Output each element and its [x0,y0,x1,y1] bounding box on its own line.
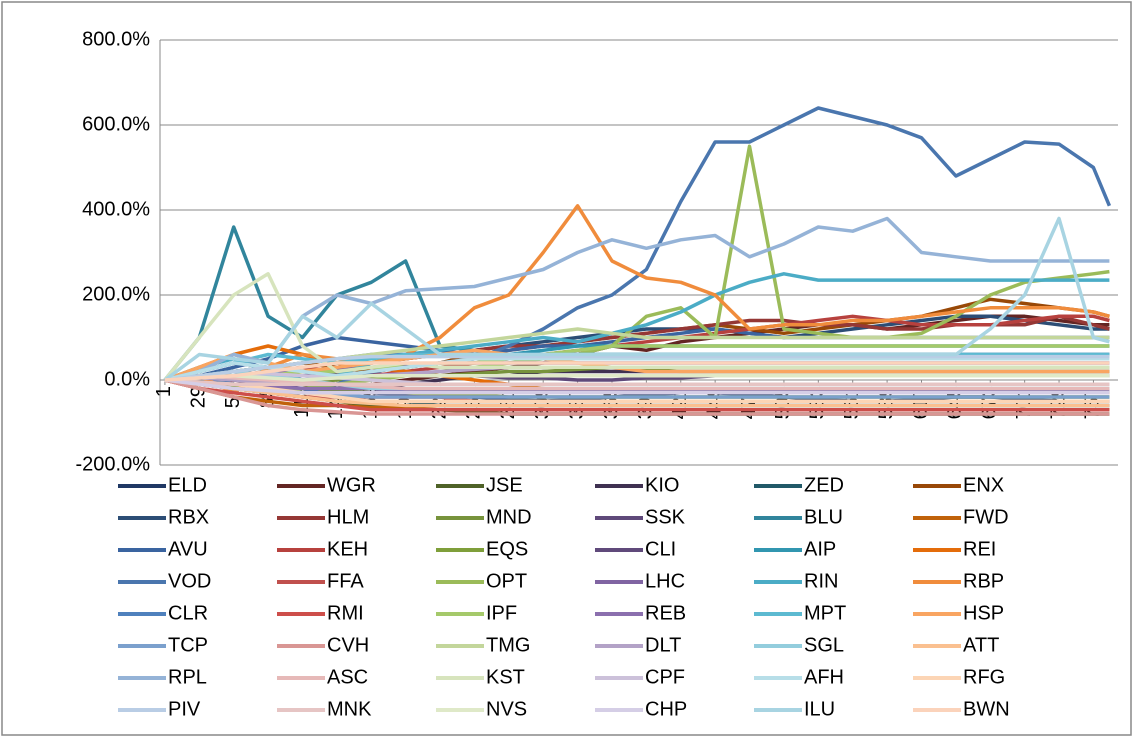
legend-label: HSP [963,602,1004,624]
legend-label: REB [645,602,686,624]
legend-label: ATT [963,634,999,656]
legend-label: RPL [168,666,207,688]
series-line [164,354,1110,382]
legend-label: FWD [963,506,1009,528]
y-tick-label: 200.0% [82,283,150,305]
series-line [164,216,1110,382]
legend-label: MND [486,506,532,528]
legend-label: RMI [327,602,364,624]
series-line [164,378,1110,393]
legend-label: RBP [963,570,1004,592]
y-tick-label: 400.0% [82,198,150,220]
legend-label: JSE [486,474,523,496]
series-line [164,378,1110,412]
y-tick-label: 800.0% [82,28,150,50]
legend-label: ASC [327,666,368,688]
legend-label: RFG [963,666,1005,688]
legend-label: AVU [168,538,208,560]
series-line [164,357,1110,382]
series-line [164,204,1110,395]
legend-label: SGL [804,634,844,656]
series-line [163,216,1110,382]
legend-label: ELD [168,474,207,496]
legend-label: AIP [804,538,836,560]
legend-label: KEH [327,538,368,560]
y-tick-label: 600.0% [82,113,150,135]
legend-label: OPT [486,570,527,592]
legend-label: MNK [327,698,372,720]
legend-label: CLR [168,602,208,624]
series-line [164,374,1110,382]
series-line [164,378,1110,404]
series-line [164,378,1110,395]
legend-label: HLM [327,506,369,528]
legend-label: RIN [804,570,838,592]
legend-label: EQS [486,538,528,560]
y-tick-label: 0.0% [104,368,150,390]
legend-label: WGR [327,474,376,496]
legend-label: DLT [645,634,681,656]
legend-label: PIV [168,698,201,720]
legend-label: BWN [963,698,1010,720]
series-line [164,378,1110,408]
legend-label: VOD [168,570,211,592]
legend-label: CPF [645,666,685,688]
legend-label: NVS [486,698,527,720]
series-line [164,361,1110,382]
legend-label: IPF [486,602,517,624]
legend-label: BLU [804,506,843,528]
legend-label: LHC [645,570,685,592]
legend-label: ENX [963,474,1004,496]
series-line [164,378,1110,416]
series-line [164,348,1110,382]
legend-label: AFH [804,666,844,688]
legend-label: KST [486,666,525,688]
legend-label: REI [963,538,996,560]
legend-label: FFA [327,570,364,592]
legend-label: ILU [804,698,835,720]
legend-label: MPT [804,602,846,624]
x-tick-label: 1 [153,386,175,397]
legend-label: CLI [645,538,676,560]
legend-label: ZED [804,474,844,496]
legend-label: CHP [645,698,687,720]
y-tick-label: -200.0% [76,453,151,475]
legend-label: KIO [645,474,679,496]
legend-label: TCP [168,634,208,656]
legend-label: RBX [168,506,209,528]
legend-label: CVH [327,634,369,656]
legend-label: SSK [645,506,686,528]
series-line [164,378,1110,387]
legend-label: TMG [486,634,530,656]
x-tick-label: 29 [188,386,210,408]
